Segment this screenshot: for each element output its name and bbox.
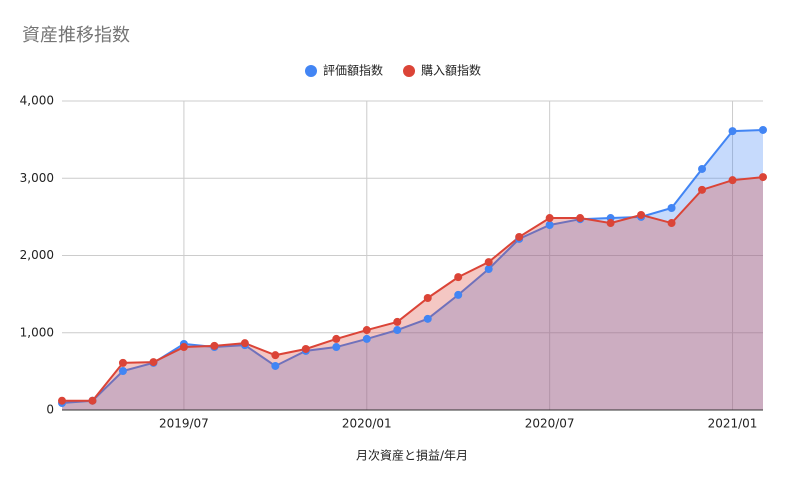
point xyxy=(545,220,554,229)
point xyxy=(118,366,127,375)
point xyxy=(667,203,676,212)
point xyxy=(454,290,463,299)
point xyxy=(149,358,158,367)
point xyxy=(698,185,707,194)
y-tick-label: 1,000 xyxy=(20,325,54,339)
point xyxy=(118,358,127,367)
point xyxy=(698,164,707,173)
x-tick-label: 2020/07 xyxy=(525,417,575,431)
point xyxy=(332,343,341,352)
legend-label: 評価額指数 xyxy=(323,63,383,78)
point xyxy=(332,334,341,343)
point xyxy=(88,396,97,405)
point xyxy=(606,219,615,228)
chart-title: 資産推移指数 xyxy=(22,25,130,46)
y-tick-label: 0 xyxy=(46,403,54,417)
legend-label: 購入額指数 xyxy=(421,63,481,78)
point xyxy=(58,396,66,405)
point xyxy=(271,351,280,360)
point xyxy=(454,273,463,282)
y-tick-label: 3,000 xyxy=(20,171,54,185)
point xyxy=(484,258,493,267)
point xyxy=(667,219,676,228)
point xyxy=(423,293,432,302)
point xyxy=(515,232,524,241)
line xyxy=(62,176,764,402)
point xyxy=(728,127,737,136)
legend-marker xyxy=(403,65,416,77)
point xyxy=(576,214,585,223)
x-tick-label: 2021/01 xyxy=(708,417,758,431)
point xyxy=(240,339,249,348)
point xyxy=(179,343,188,352)
point xyxy=(759,125,767,134)
x-tick-label: 2019/07 xyxy=(159,417,209,431)
x-axis-title: 月次資産と損益/年月 xyxy=(356,448,468,463)
point xyxy=(301,344,310,353)
point xyxy=(393,317,402,326)
x-tick-label: 2020/01 xyxy=(342,417,392,431)
point xyxy=(210,341,219,350)
y-tick-label: 4,000 xyxy=(20,94,54,108)
point xyxy=(759,173,767,182)
point xyxy=(362,326,371,335)
area xyxy=(62,177,763,410)
point xyxy=(362,334,371,343)
point xyxy=(423,314,432,323)
y-tick-label: 2,000 xyxy=(20,248,54,262)
point xyxy=(728,176,737,185)
legend-marker xyxy=(305,65,317,77)
point xyxy=(637,210,646,219)
point xyxy=(393,326,402,335)
point xyxy=(484,265,493,274)
point xyxy=(271,361,280,370)
point xyxy=(545,214,554,223)
area xyxy=(62,129,763,410)
